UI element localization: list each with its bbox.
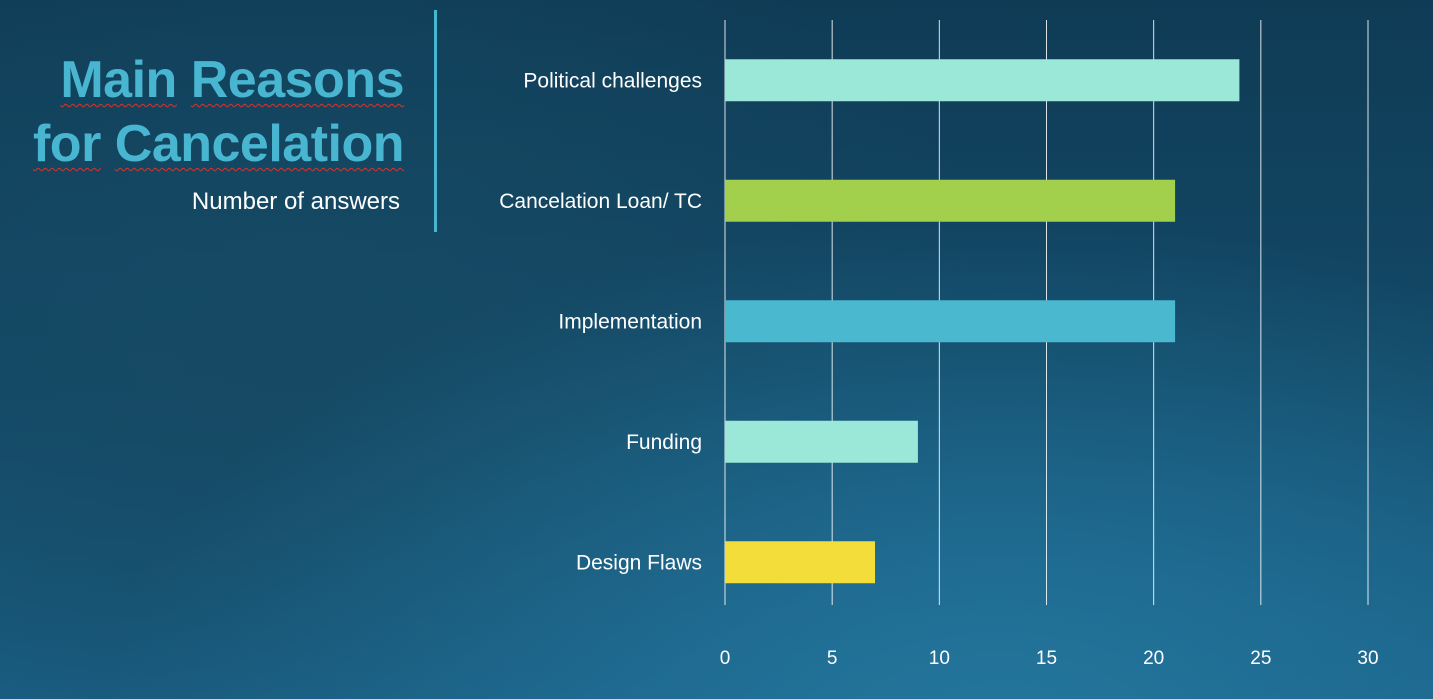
x-tick-label: 15 (1036, 648, 1057, 669)
category-label: Design Flaws (576, 551, 702, 574)
category-label: Funding (626, 431, 702, 454)
x-tick-label: 5 (827, 648, 838, 669)
category-label: Political challenges (523, 69, 702, 92)
x-tick-label: 25 (1250, 648, 1271, 669)
category-label: Implementation (558, 310, 702, 333)
category-labels: Political challenges Cancelation Loan/ TC… (499, 69, 702, 574)
title-word: for (32, 115, 101, 173)
x-tick-label: 0 (720, 648, 731, 669)
bar (725, 300, 1176, 343)
x-axis-tick-labels: 0 5 10 15 20 25 30 (720, 648, 1379, 669)
gridlines (724, 20, 1369, 605)
title-word: Main (60, 51, 177, 109)
title-word: Cancelation (114, 115, 405, 173)
bars (725, 59, 1240, 584)
bar (725, 541, 876, 584)
slide-title-line-1: Main Reasons (60, 50, 404, 110)
bar (725, 420, 918, 463)
x-tick-label: 30 (1357, 648, 1378, 669)
title-divider (434, 10, 437, 232)
slide-title-line-2: for Cancelation (32, 114, 405, 174)
category-label: Cancelation Loan/ TC (499, 190, 702, 213)
title-word: Reasons (190, 51, 405, 109)
slide-subtitle: Number of answers (191, 188, 400, 215)
x-tick-label: 20 (1143, 648, 1164, 669)
bar (725, 179, 1176, 222)
x-tick-label: 10 (929, 648, 950, 669)
bar (725, 59, 1240, 102)
